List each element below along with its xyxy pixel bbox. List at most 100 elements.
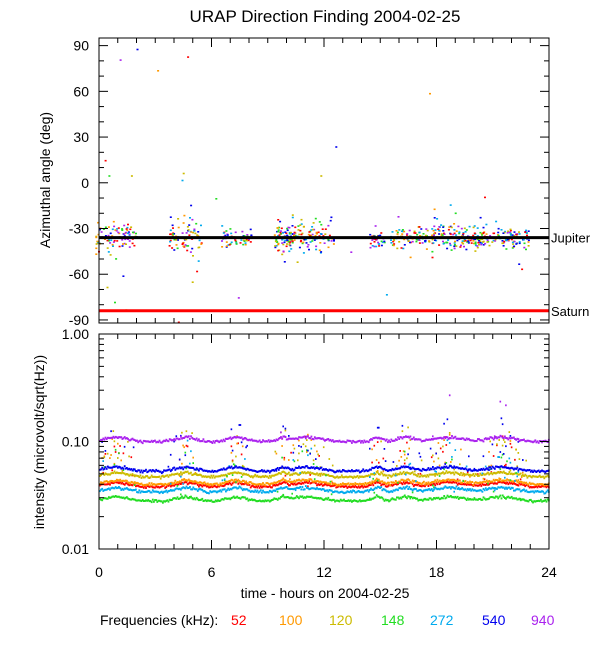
intensity-point xyxy=(437,487,440,490)
intensity-point xyxy=(513,481,515,484)
intensity-point xyxy=(142,469,145,472)
intensity-point xyxy=(361,485,363,487)
azimuth-point xyxy=(491,241,494,243)
azimuth-point xyxy=(333,240,335,242)
azimuth-point xyxy=(446,241,449,244)
intensity-point xyxy=(266,485,269,488)
azimuth-point xyxy=(403,238,406,241)
intensity-point xyxy=(246,483,249,486)
intensity-spike-point xyxy=(241,445,244,448)
intensity-point xyxy=(514,489,516,492)
intensity-point xyxy=(425,488,428,491)
intensity-spike-point xyxy=(376,441,379,443)
intensity-point xyxy=(135,482,137,485)
intensity-point xyxy=(255,475,258,478)
intensity-point xyxy=(236,480,239,483)
azimuth-point xyxy=(377,241,380,244)
azimuth-point xyxy=(245,239,248,242)
intensity-point xyxy=(272,498,275,501)
intensity-point xyxy=(542,475,545,478)
intensity-point xyxy=(191,466,194,469)
intensity-point xyxy=(100,468,102,471)
intensity-point xyxy=(214,482,217,485)
intensity-point xyxy=(313,473,316,476)
intensity-point xyxy=(151,469,154,472)
intensity-point xyxy=(140,490,143,493)
intensity-point xyxy=(383,483,386,486)
azimuth-point xyxy=(277,229,280,231)
intensity-spike-point xyxy=(373,444,376,447)
intensity-point xyxy=(101,466,104,469)
intensity-point xyxy=(219,489,222,492)
intensity-point xyxy=(499,494,502,497)
intensity-point xyxy=(486,498,488,501)
intensity-point xyxy=(509,467,512,470)
intensity-point xyxy=(289,474,291,477)
intensity-point xyxy=(439,480,442,483)
intensity-point xyxy=(227,497,230,500)
intensity-spike-point xyxy=(459,463,461,466)
intensity-point xyxy=(295,479,298,482)
intensity-spike-point xyxy=(488,451,490,453)
intensity-point xyxy=(398,473,401,476)
azimuth-point xyxy=(428,241,431,243)
intensity-point xyxy=(200,488,203,491)
intensity-point xyxy=(272,484,275,487)
intensity-point xyxy=(220,439,223,442)
azimuth-point xyxy=(118,245,121,248)
intensity-point xyxy=(333,491,335,493)
intensity-point xyxy=(330,469,333,472)
azimuth-point xyxy=(307,244,310,246)
intensity-point xyxy=(157,490,160,493)
intensity-point xyxy=(409,472,412,475)
intensity-point xyxy=(328,482,331,485)
intensity-point xyxy=(526,483,529,486)
intensity-spike-point xyxy=(509,469,512,472)
azimuth-point xyxy=(380,240,383,243)
intensity-point xyxy=(208,499,210,502)
intensity-point xyxy=(144,476,146,479)
intensity-spike-point xyxy=(380,440,382,443)
intensity-point xyxy=(510,472,513,475)
intensity-point xyxy=(310,472,313,475)
intensity-point xyxy=(519,490,522,493)
intensity-point xyxy=(301,481,304,484)
intensity-point xyxy=(411,489,414,492)
intensity-point xyxy=(443,486,446,489)
azimuth-point xyxy=(320,223,323,226)
azimuth-point xyxy=(289,231,292,234)
intensity-point xyxy=(232,486,235,489)
intensity-point xyxy=(490,472,493,474)
intensity-point xyxy=(299,467,302,470)
intensity-spike-point xyxy=(369,447,371,450)
intensity-point xyxy=(378,473,380,476)
intensity-point xyxy=(274,440,277,443)
intensity-point xyxy=(280,486,282,489)
intensity-point xyxy=(475,469,478,472)
intensity-point xyxy=(171,473,173,476)
azimuth-point xyxy=(460,227,463,230)
intensity-point xyxy=(245,480,248,483)
azimuth-point xyxy=(106,247,109,249)
intensity-point xyxy=(159,482,162,485)
intensity-point xyxy=(411,437,414,440)
azimuth-point xyxy=(244,243,247,246)
intensity-spike-point xyxy=(104,453,107,455)
intensity-point xyxy=(289,468,291,471)
azimuth-point xyxy=(107,251,110,253)
azimuth-point xyxy=(378,245,381,247)
intensity-point xyxy=(149,484,152,487)
intensity-point xyxy=(304,485,307,488)
intensity-point xyxy=(432,483,434,486)
intensity-point xyxy=(290,480,293,483)
intensity-point xyxy=(535,490,538,493)
intensity-point xyxy=(468,474,470,477)
intensity-spike-point xyxy=(453,490,455,493)
intensity-series-120 xyxy=(99,426,550,480)
intensity-point xyxy=(376,485,379,488)
azimuth-point xyxy=(527,241,530,243)
intensity-point xyxy=(301,495,304,498)
intensity-point xyxy=(312,496,315,499)
intensity-point xyxy=(415,474,417,477)
intensity-point xyxy=(344,483,347,485)
